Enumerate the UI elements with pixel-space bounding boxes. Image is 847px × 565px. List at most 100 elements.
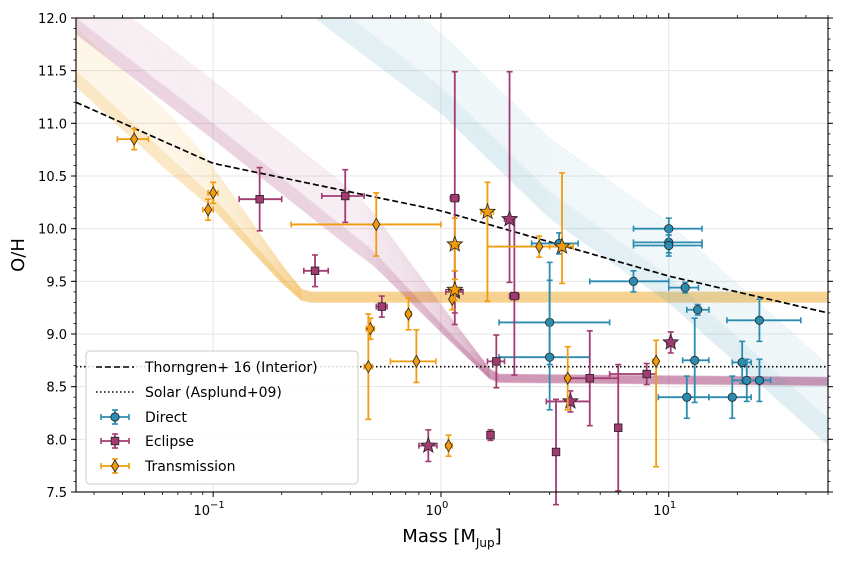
square-marker <box>585 374 594 383</box>
model-band-line <box>323 18 828 439</box>
model-band-line <box>129 18 828 378</box>
legend-square-marker <box>110 436 120 446</box>
series-direct <box>498 217 802 420</box>
thorngren-dashed-line <box>76 101 828 314</box>
diamond-marker <box>204 202 213 217</box>
circle-marker <box>754 315 765 325</box>
square-marker <box>492 357 501 366</box>
model-band-line <box>76 24 828 384</box>
model-band-line <box>386 18 828 391</box>
model-band-line <box>415 18 828 369</box>
diamond-marker <box>535 239 544 254</box>
x-tick-label: 10−1 <box>194 500 225 519</box>
model-band-line <box>96 18 828 381</box>
model-band-line <box>79 18 828 382</box>
model-band-line <box>397 18 828 383</box>
model-band-line <box>76 27 828 385</box>
model-band-line <box>376 18 828 399</box>
model-band-line <box>330 18 828 433</box>
y-tick-label: 9.5 <box>46 275 67 290</box>
star-marker <box>662 333 680 350</box>
star-marker <box>478 202 497 220</box>
model-band-line <box>76 25 828 385</box>
x-axis-title: Mass [MJup] <box>402 526 501 550</box>
x-tick-label: 100 <box>426 500 449 519</box>
circle-marker <box>690 355 700 365</box>
model-band-line <box>348 18 828 420</box>
model-band-line <box>90 18 828 381</box>
diamond-marker <box>563 371 572 386</box>
model-band-line <box>408 18 828 375</box>
square-marker <box>310 266 320 275</box>
legend-marker-swatches <box>100 409 130 474</box>
diamond-marker <box>412 354 421 369</box>
model-band-line <box>361 18 828 410</box>
y-tick-label: 12.0 <box>38 12 67 27</box>
diamond-marker <box>444 438 453 453</box>
y-tick-label: 9.0 <box>46 328 67 343</box>
y-tick-label: 10.5 <box>38 170 67 185</box>
circle-marker <box>727 392 737 402</box>
legend-circle-marker <box>110 412 120 422</box>
model-band-line <box>319 18 828 441</box>
model-band-line <box>365 18 828 407</box>
series-transmission-stars <box>446 172 574 303</box>
legend-frame <box>85 350 359 485</box>
model-band-line <box>316 18 828 444</box>
circle-marker <box>628 276 639 286</box>
model-band-line <box>419 18 828 367</box>
model-band-line <box>76 29 828 386</box>
model-band-line <box>335 18 828 429</box>
series-eclipse-stars <box>418 70 680 463</box>
model-band-line <box>76 28 828 385</box>
model-band-line <box>332 18 828 432</box>
star-marker <box>553 237 571 254</box>
star-marker <box>419 436 437 453</box>
circle-marker <box>682 392 692 402</box>
model-band-line <box>76 18 828 383</box>
model-band-line <box>76 18 828 382</box>
model-band-line <box>127 18 828 378</box>
circle-marker <box>693 305 703 315</box>
axis-ticks: 7.5 8.0 8.5 9.0 9.5 10.0 10.5 11.0 11.5 12.0 10−1 1… <box>38 12 833 519</box>
model-band-line <box>337 18 828 428</box>
square-marker <box>341 191 350 201</box>
circle-marker <box>664 240 674 251</box>
model-band-line <box>107 18 828 380</box>
model-band-line <box>401 18 828 380</box>
star-marker <box>561 392 580 409</box>
y-tick-label: 8.5 <box>46 381 67 396</box>
model-band-line <box>354 18 828 415</box>
circle-marker <box>680 283 690 293</box>
legend-transmission-label: Transmission <box>144 459 235 475</box>
model-band-line <box>76 23 828 384</box>
model-band-line <box>341 18 828 425</box>
model-band-line <box>379 18 828 396</box>
plot-frame <box>75 17 829 493</box>
diamond-marker <box>404 307 413 321</box>
star-marker <box>500 210 519 227</box>
square-marker <box>377 302 387 311</box>
model-band-line <box>76 21 828 383</box>
model-band-line <box>325 18 828 437</box>
model-band-line <box>339 18 828 427</box>
y-tick-label: 8.0 <box>46 433 67 448</box>
y-axis-title: O/H <box>8 238 29 272</box>
model-band-line <box>404 18 828 377</box>
diamond-marker <box>372 217 381 232</box>
data-points <box>116 70 802 506</box>
series-transmission <box>116 127 661 468</box>
model-band-line <box>121 18 828 379</box>
model-band-line <box>76 30 828 386</box>
model-band-line <box>98 18 828 381</box>
square-marker <box>450 193 459 203</box>
model-band-line <box>411 18 828 372</box>
model-band-line <box>326 18 828 436</box>
legend-eclipse-label: Eclipse <box>145 434 194 450</box>
model-band-line <box>76 19 828 383</box>
model-band-line <box>76 22 828 384</box>
diamond-marker <box>364 359 373 374</box>
model-band-line <box>328 18 828 435</box>
legend-direct-label: Direct <box>145 410 187 426</box>
